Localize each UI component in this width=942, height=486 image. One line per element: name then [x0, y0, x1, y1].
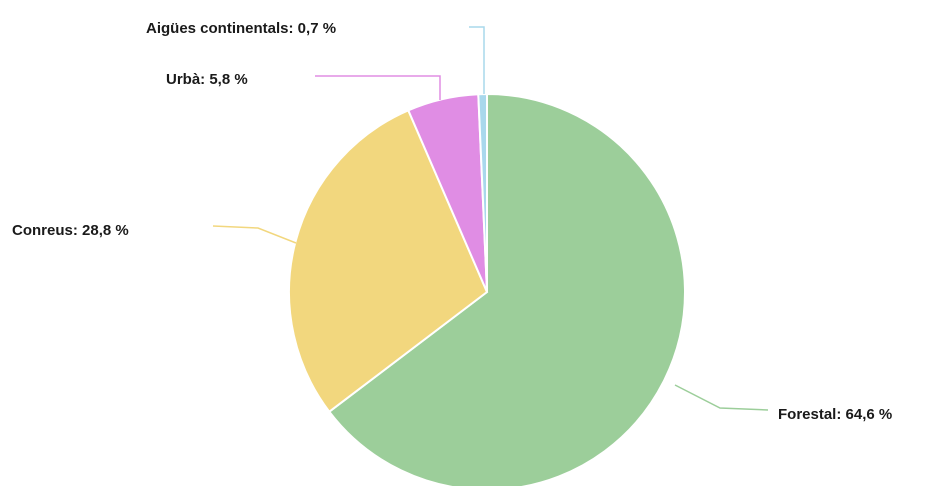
- slice-conreus: [288, 109, 489, 414]
- label-forestal: Forestal: 64,6 %: [778, 406, 892, 423]
- leader-line-forestal: [674, 384, 769, 411]
- slice-aigues-continentals: [477, 92, 488, 293]
- slice-labels: Forestal: 64,6 % Conreus: 28,8 % Urbà: 5…: [12, 20, 892, 423]
- label-conreus: Conreus: 28,8 %: [12, 222, 129, 239]
- slice-forestal: [327, 92, 686, 486]
- pie-slices: [288, 92, 686, 486]
- label-aigues-continentals: Aigües continentals: 0,7 %: [146, 20, 336, 37]
- leader-lines: [212, 26, 769, 411]
- leader-line-urba: [315, 75, 441, 100]
- label-urba: Urbà: 5,8 %: [166, 71, 248, 88]
- leader-line-conreus: [212, 225, 297, 244]
- leader-line-aigues-continentals: [469, 26, 485, 94]
